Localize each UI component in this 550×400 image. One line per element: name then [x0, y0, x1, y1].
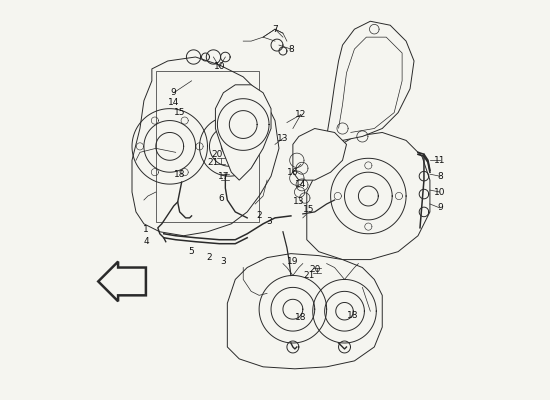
Polygon shape [132, 57, 279, 236]
Text: 9: 9 [171, 88, 177, 97]
Text: 15: 15 [303, 206, 315, 214]
Text: 17: 17 [218, 172, 229, 181]
Polygon shape [216, 85, 271, 180]
Polygon shape [200, 116, 259, 176]
Text: 1: 1 [143, 225, 149, 234]
Text: 10: 10 [213, 62, 225, 72]
Text: 13: 13 [277, 134, 289, 143]
Text: 18: 18 [346, 311, 358, 320]
Polygon shape [132, 109, 207, 184]
Polygon shape [327, 21, 414, 140]
Polygon shape [259, 276, 327, 343]
Text: 12: 12 [295, 110, 306, 119]
Text: 14: 14 [295, 180, 306, 189]
Text: 20: 20 [212, 150, 223, 159]
Text: 15: 15 [174, 108, 185, 117]
Text: 13: 13 [293, 198, 305, 206]
Text: 18: 18 [174, 170, 185, 179]
Text: 4: 4 [143, 237, 148, 246]
Text: 18: 18 [295, 313, 306, 322]
Text: 5: 5 [189, 247, 195, 256]
Text: 3: 3 [221, 257, 226, 266]
Polygon shape [227, 254, 382, 369]
Text: 8: 8 [437, 172, 443, 181]
Text: 11: 11 [434, 156, 446, 165]
Polygon shape [331, 158, 406, 234]
Text: 6: 6 [218, 194, 224, 202]
Polygon shape [293, 128, 346, 180]
Text: 21: 21 [303, 271, 315, 280]
Polygon shape [313, 280, 376, 343]
Text: 2: 2 [207, 253, 212, 262]
Text: 9: 9 [437, 204, 443, 212]
Text: 8: 8 [288, 44, 294, 54]
Text: 21: 21 [208, 158, 219, 167]
Text: 2: 2 [256, 211, 262, 220]
Text: 10: 10 [434, 188, 446, 196]
Text: 7: 7 [272, 25, 278, 34]
Polygon shape [307, 132, 430, 260]
Text: 3: 3 [266, 217, 272, 226]
Text: 14: 14 [168, 98, 179, 107]
Text: 16: 16 [287, 168, 299, 177]
Text: 19: 19 [287, 257, 299, 266]
Text: 20: 20 [309, 265, 321, 274]
